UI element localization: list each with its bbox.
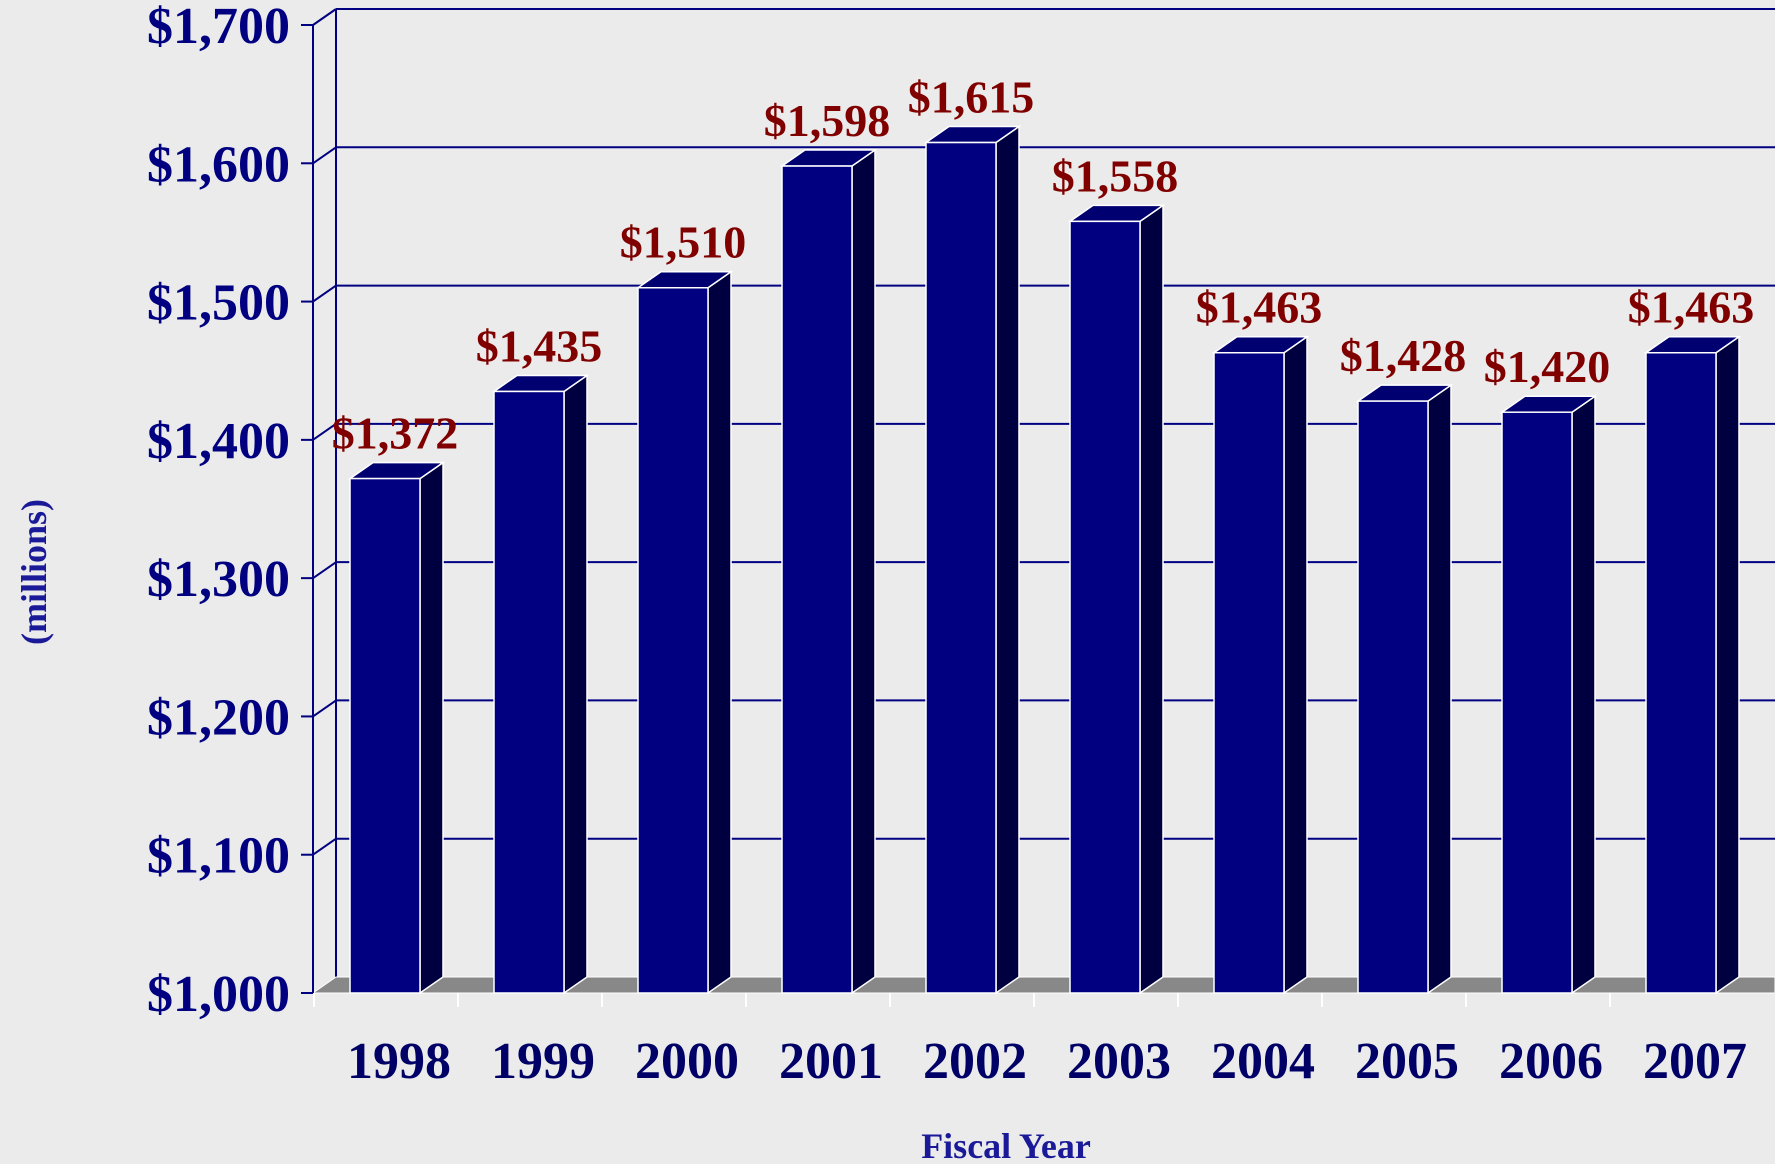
gridline-side — [312, 699, 337, 718]
bar — [925, 141, 997, 994]
x-tick-label: 1999 — [491, 1033, 595, 1090]
bar — [781, 165, 853, 994]
y-tick-label: $1,200 — [147, 689, 290, 746]
bar-side — [1139, 203, 1164, 995]
data-label: $1,558 — [1052, 150, 1179, 201]
bar-side — [1427, 383, 1452, 995]
bar-side — [707, 270, 732, 995]
bars — [347, 125, 1742, 995]
x-tick-label: 2000 — [635, 1033, 739, 1090]
gridline-side — [312, 837, 337, 856]
x-tick-label: 2004 — [1211, 1033, 1315, 1090]
y-tick-label: $1,300 — [147, 551, 290, 608]
bar — [637, 286, 709, 994]
y-tick-label: $1,600 — [147, 136, 290, 193]
bar — [1501, 411, 1573, 994]
bar — [349, 477, 421, 994]
data-label: $1,598 — [764, 95, 891, 146]
bar — [1357, 400, 1429, 994]
x-tick-label: 2005 — [1355, 1033, 1459, 1090]
y-axis-title: (millions) — [14, 499, 54, 645]
data-label: $1,372 — [332, 408, 459, 459]
data-label: $1,510 — [620, 217, 747, 268]
x-axis: 1998 1999 2000 2001 2002 2003 2004 2005 2006 2007 — [313, 993, 1747, 1090]
gridline-side — [312, 423, 337, 441]
x-tick-label: 1998 — [347, 1033, 451, 1090]
x-tick-label: 2003 — [1067, 1033, 1171, 1090]
gridline-side — [312, 146, 337, 165]
data-label: $1,463 — [1628, 282, 1755, 333]
bar-side — [1715, 335, 1740, 995]
data-label: $1,463 — [1196, 282, 1323, 333]
x-axis-title: Fiscal Year — [921, 1126, 1091, 1164]
data-label: $1,435 — [476, 320, 603, 371]
y-tick-label: $1,400 — [147, 413, 290, 470]
data-label: $1,420 — [1484, 341, 1611, 392]
gridline-side — [312, 8, 337, 26]
y-tick-label: $1,500 — [147, 275, 290, 332]
bar-side — [563, 374, 588, 995]
bar — [1645, 351, 1717, 994]
y-tick-label: $1,100 — [147, 828, 290, 885]
x-tick-label: 2002 — [923, 1033, 1027, 1090]
gridline-side — [312, 284, 337, 303]
bar — [1069, 220, 1141, 994]
bar — [1213, 351, 1285, 994]
x-tick-label: 2001 — [779, 1033, 883, 1090]
y-tick-label: $1,000 — [147, 966, 290, 1023]
bar-side — [851, 148, 876, 995]
bar — [493, 390, 565, 994]
y-tick-label: $1,700 — [147, 0, 290, 55]
y-axis: $1,000 $1,100 $1,200 $1,300 $1,400 $1,500 $1,6… — [147, 0, 314, 1023]
bar-side — [995, 125, 1020, 995]
bar-side — [419, 461, 444, 995]
data-label: $1,615 — [908, 72, 1035, 123]
bar-side — [1571, 394, 1596, 995]
data-label: $1,428 — [1340, 330, 1467, 381]
x-tick-label: 2006 — [1499, 1033, 1603, 1090]
data-labels: $1,372 $1,435 $1,510 $1,598 $1,615 $1,558 $1,4… — [332, 72, 1755, 459]
gridline-side — [312, 561, 337, 579]
x-tick-label: 2007 — [1643, 1033, 1747, 1090]
bar-side — [1283, 335, 1308, 995]
